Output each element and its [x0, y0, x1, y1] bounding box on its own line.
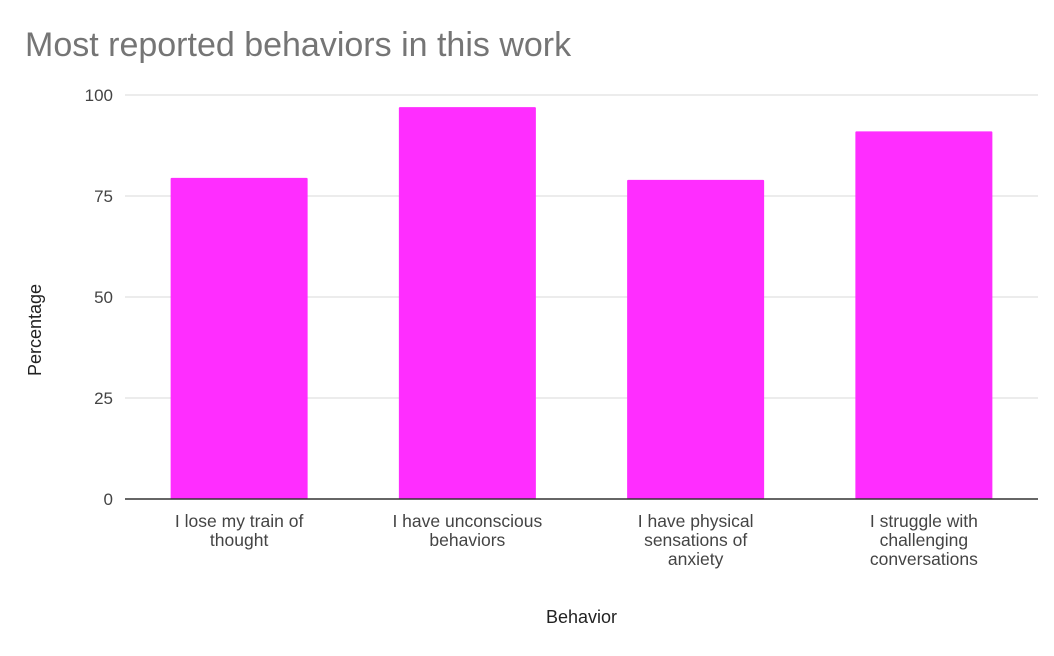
y-tick-label: 75 [94, 187, 113, 206]
y-tick-label: 0 [104, 490, 113, 509]
bar [627, 179, 765, 499]
x-tick-label: I lose my train of thought [175, 511, 304, 550]
bar [855, 131, 993, 500]
x-axis-labels: I lose my train of thought I have unconsci… [175, 511, 978, 569]
y-tick-label: 50 [94, 288, 113, 307]
x-tick-label: I have unconscious behaviors [392, 511, 542, 550]
y-axis-title: Percentage [25, 284, 45, 376]
bar [398, 107, 536, 500]
bar [170, 177, 308, 499]
y-tick-label: 25 [94, 389, 113, 408]
bars [170, 107, 993, 500]
chart-title: Most reported behaviors in this work [25, 26, 572, 64]
x-tick-label: I struggle with challenging conversations [870, 511, 978, 569]
y-tick-label: 100 [85, 86, 113, 105]
x-tick-label: I have physical sensations of anxiety [638, 511, 754, 569]
x-axis-title: Behavior [546, 607, 617, 627]
y-axis-ticks: 0 25 50 75 100 [85, 86, 113, 509]
